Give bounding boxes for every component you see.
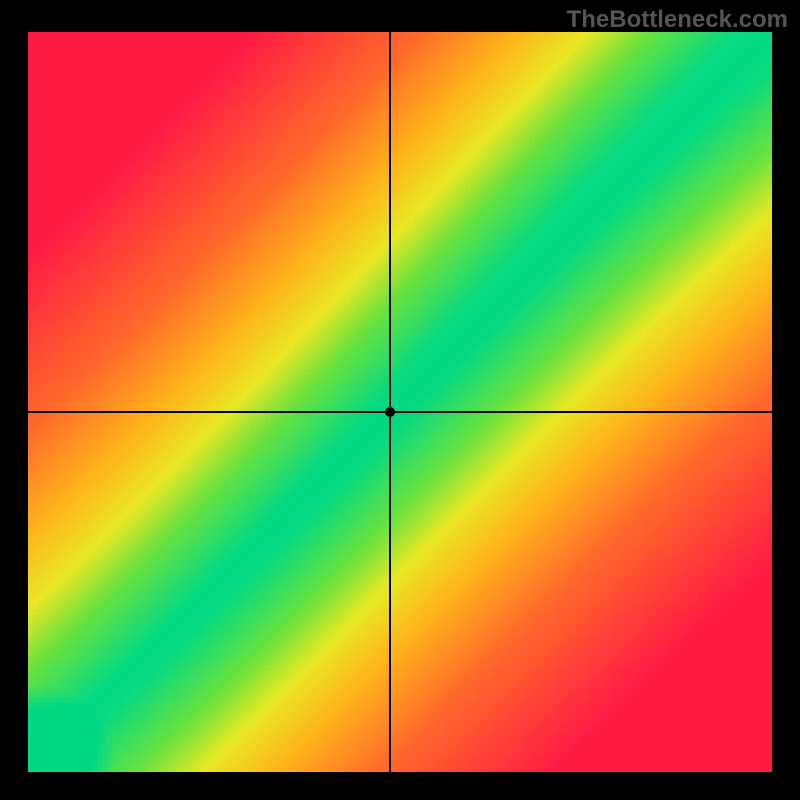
crosshair-vertical (389, 32, 391, 772)
heatmap-canvas (28, 32, 772, 772)
chart-container: TheBottleneck.com (0, 0, 800, 800)
crosshair-horizontal (28, 411, 772, 413)
heatmap-plot (28, 32, 772, 772)
watermark-text: TheBottleneck.com (567, 6, 788, 34)
data-point-marker (385, 407, 395, 417)
